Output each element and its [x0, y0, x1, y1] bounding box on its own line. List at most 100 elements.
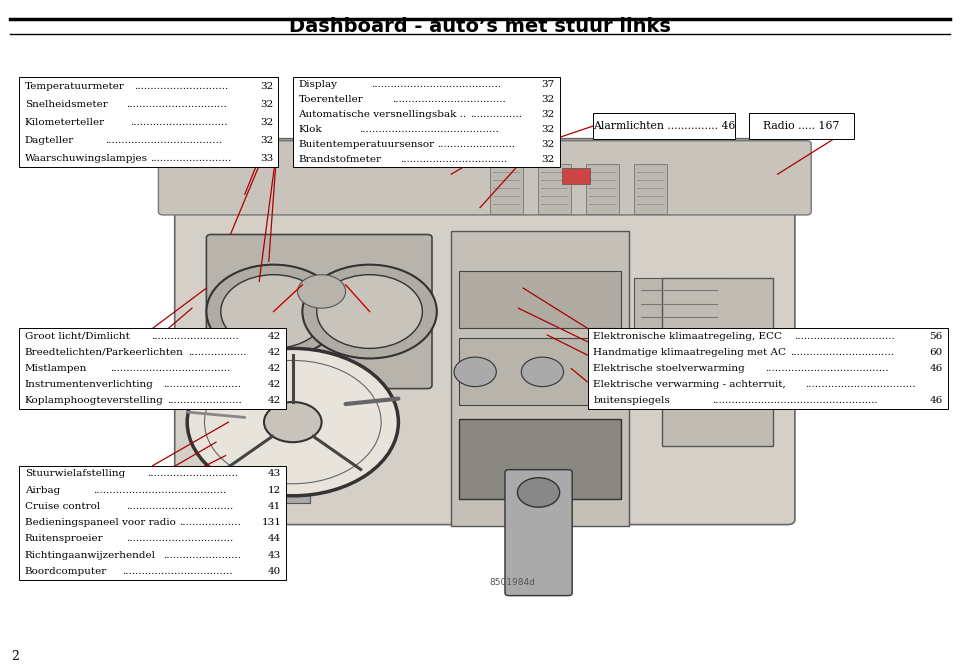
Text: ........................................: ........................................: [371, 80, 501, 89]
Bar: [451, 231, 629, 526]
Text: ....................................: ....................................: [105, 136, 222, 145]
Bar: [662, 278, 773, 446]
Bar: [19, 77, 278, 168]
Text: Automatische versnellingsbak ..: Automatische versnellingsbak ..: [299, 111, 467, 119]
Text: 37: 37: [541, 80, 555, 89]
Text: Kilometerteller: Kilometerteller: [25, 118, 105, 127]
Circle shape: [187, 348, 398, 496]
Circle shape: [588, 357, 631, 387]
Text: 32: 32: [260, 118, 274, 127]
Text: ........................: ........................: [163, 380, 241, 389]
Text: 32: 32: [260, 82, 274, 90]
Text: 12: 12: [268, 486, 281, 494]
Text: 8501984d: 8501984d: [490, 578, 536, 588]
Text: 43: 43: [268, 469, 281, 478]
Text: Buitentemperatuursensor: Buitentemperatuursensor: [299, 141, 435, 149]
Text: ...............................: ...............................: [794, 332, 895, 341]
Text: Alarmlichten ............... 46: Alarmlichten ............... 46: [593, 121, 735, 131]
Text: Snelheidsmeter: Snelheidsmeter: [25, 100, 108, 109]
Text: .........................................: ........................................…: [93, 486, 227, 494]
Text: Waarschuwingslampjes: Waarschuwingslampjes: [25, 154, 148, 163]
Text: Radio ..... 167: Radio ..... 167: [763, 121, 840, 131]
Text: Temperatuurmeter: Temperatuurmeter: [25, 82, 125, 90]
Text: 42: 42: [268, 396, 281, 405]
Text: .....................................: .....................................: [109, 364, 230, 373]
Circle shape: [302, 265, 437, 358]
Text: ...............................: ...............................: [126, 100, 227, 109]
FancyBboxPatch shape: [206, 234, 432, 389]
Text: Elektronische klimaatregeling, ECC: Elektronische klimaatregeling, ECC: [593, 332, 782, 341]
Text: Ruitensproeier: Ruitensproeier: [25, 535, 104, 543]
Circle shape: [221, 275, 326, 348]
Bar: [538, 164, 571, 214]
Text: Display: Display: [299, 80, 338, 89]
Text: Elektrische stoelverwarming: Elektrische stoelverwarming: [593, 364, 745, 373]
Circle shape: [517, 478, 560, 507]
Bar: [749, 113, 854, 139]
Text: ...................................................: ........................................…: [712, 396, 877, 405]
Text: ..............................: ..............................: [130, 118, 228, 127]
Text: 46: 46: [929, 396, 943, 405]
Text: ...........................: ...........................: [151, 332, 239, 341]
Text: 32: 32: [541, 155, 555, 164]
Bar: [588, 328, 948, 409]
Text: .............................: .............................: [134, 82, 228, 90]
Bar: [459, 338, 621, 405]
Circle shape: [317, 275, 422, 348]
Text: 32: 32: [260, 100, 274, 109]
Bar: [459, 419, 621, 499]
Text: 42: 42: [268, 364, 281, 373]
Bar: [276, 409, 310, 502]
Bar: [19, 328, 286, 409]
Bar: [228, 385, 242, 400]
Text: 2: 2: [12, 650, 19, 663]
Text: 42: 42: [268, 348, 281, 357]
Text: Koplamphoogteverstelling: Koplamphoogteverstelling: [25, 396, 164, 405]
Circle shape: [264, 402, 322, 442]
Text: 32: 32: [541, 141, 555, 149]
Text: Dagteller: Dagteller: [25, 136, 74, 145]
Text: 131: 131: [261, 518, 281, 527]
Text: Bedieningspaneel voor radio: Bedieningspaneel voor radio: [25, 518, 176, 527]
Bar: [593, 113, 735, 139]
FancyBboxPatch shape: [505, 470, 572, 596]
Circle shape: [697, 344, 739, 373]
Text: Toerenteller: Toerenteller: [299, 95, 363, 104]
FancyBboxPatch shape: [175, 139, 795, 525]
Text: .........................: .........................: [151, 154, 231, 163]
Bar: [211, 385, 225, 400]
Circle shape: [298, 275, 346, 308]
Circle shape: [206, 265, 341, 358]
Text: Airbag: Airbag: [25, 486, 60, 494]
Text: 32: 32: [541, 111, 555, 119]
Text: Instrumentenverlichting: Instrumentenverlichting: [25, 380, 154, 389]
Text: Richtingaanwijzerhendel: Richtingaanwijzerhendel: [25, 551, 156, 559]
Text: 41: 41: [268, 502, 281, 511]
Text: Handmatige klimaatregeling met AC: Handmatige klimaatregeling met AC: [593, 348, 786, 357]
Text: 42: 42: [268, 380, 281, 389]
Text: ..................................: ..................................: [805, 380, 916, 389]
Text: Boordcomputer: Boordcomputer: [25, 567, 108, 576]
Text: Dashboard - auto’s met stuur links: Dashboard - auto’s met stuur links: [289, 17, 671, 36]
Circle shape: [454, 357, 496, 387]
Text: 32: 32: [541, 125, 555, 134]
Text: .......................: .......................: [167, 396, 242, 405]
Text: ............................: ............................: [147, 469, 238, 478]
Circle shape: [521, 357, 564, 387]
Text: 43: 43: [268, 551, 281, 559]
Text: ...........................................: ........................................…: [359, 125, 498, 134]
Bar: [293, 77, 560, 168]
Bar: [562, 168, 590, 184]
Text: Elektrische verwarming - achterruit,: Elektrische verwarming - achterruit,: [593, 380, 786, 389]
Text: Brandstofmeter: Brandstofmeter: [299, 155, 381, 164]
Bar: [634, 164, 667, 214]
Text: 33: 33: [260, 154, 274, 163]
Text: 44: 44: [268, 535, 281, 543]
Text: ..................: ..................: [188, 348, 247, 357]
Text: ..................................: ..................................: [122, 567, 232, 576]
Text: Klok: Klok: [299, 125, 323, 134]
Bar: [246, 385, 259, 400]
Text: ................: ................: [470, 111, 522, 119]
Bar: [459, 271, 621, 328]
Text: Cruise control: Cruise control: [25, 502, 100, 511]
